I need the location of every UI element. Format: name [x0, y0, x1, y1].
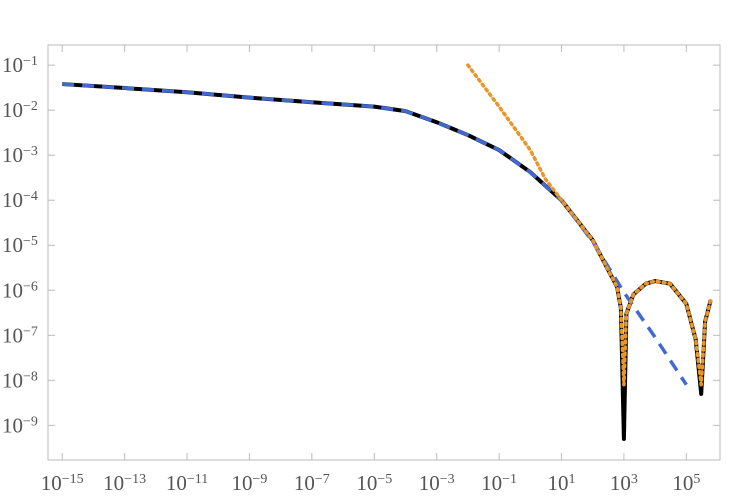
y-tick-label: 10−5 — [2, 233, 38, 257]
y-tick-label: 10−9 — [2, 413, 38, 437]
x-tick-label: 10−13 — [103, 471, 146, 495]
line-series — [62, 82, 713, 441]
x-tick-label: 10−9 — [232, 471, 268, 495]
y-tick-label: 10−6 — [2, 278, 38, 302]
y-tick-label: 10−7 — [2, 323, 38, 347]
x-tick-label: 10−7 — [294, 471, 330, 495]
plot-frame — [47, 44, 721, 461]
x-tick-label: 101 — [548, 471, 576, 495]
x-tick-label: 103 — [610, 471, 638, 495]
x-tick-label: 10−15 — [41, 471, 84, 495]
x-tick-label: 10−5 — [356, 471, 392, 495]
line-series — [466, 63, 713, 387]
x-tick-label: 10−1 — [481, 471, 517, 495]
y-tick-label: 10−2 — [2, 98, 38, 122]
y-tick-label: 10−3 — [2, 143, 38, 167]
y-tick-label: 10−1 — [2, 53, 38, 77]
x-tick-label: 10−3 — [419, 471, 455, 495]
line-series — [62, 82, 688, 386]
y-tick-label: 10−4 — [2, 188, 38, 212]
x-tick-label: 10−11 — [166, 471, 208, 495]
x-tick-label: 105 — [672, 471, 700, 495]
y-tick-label: 10−8 — [2, 368, 38, 392]
